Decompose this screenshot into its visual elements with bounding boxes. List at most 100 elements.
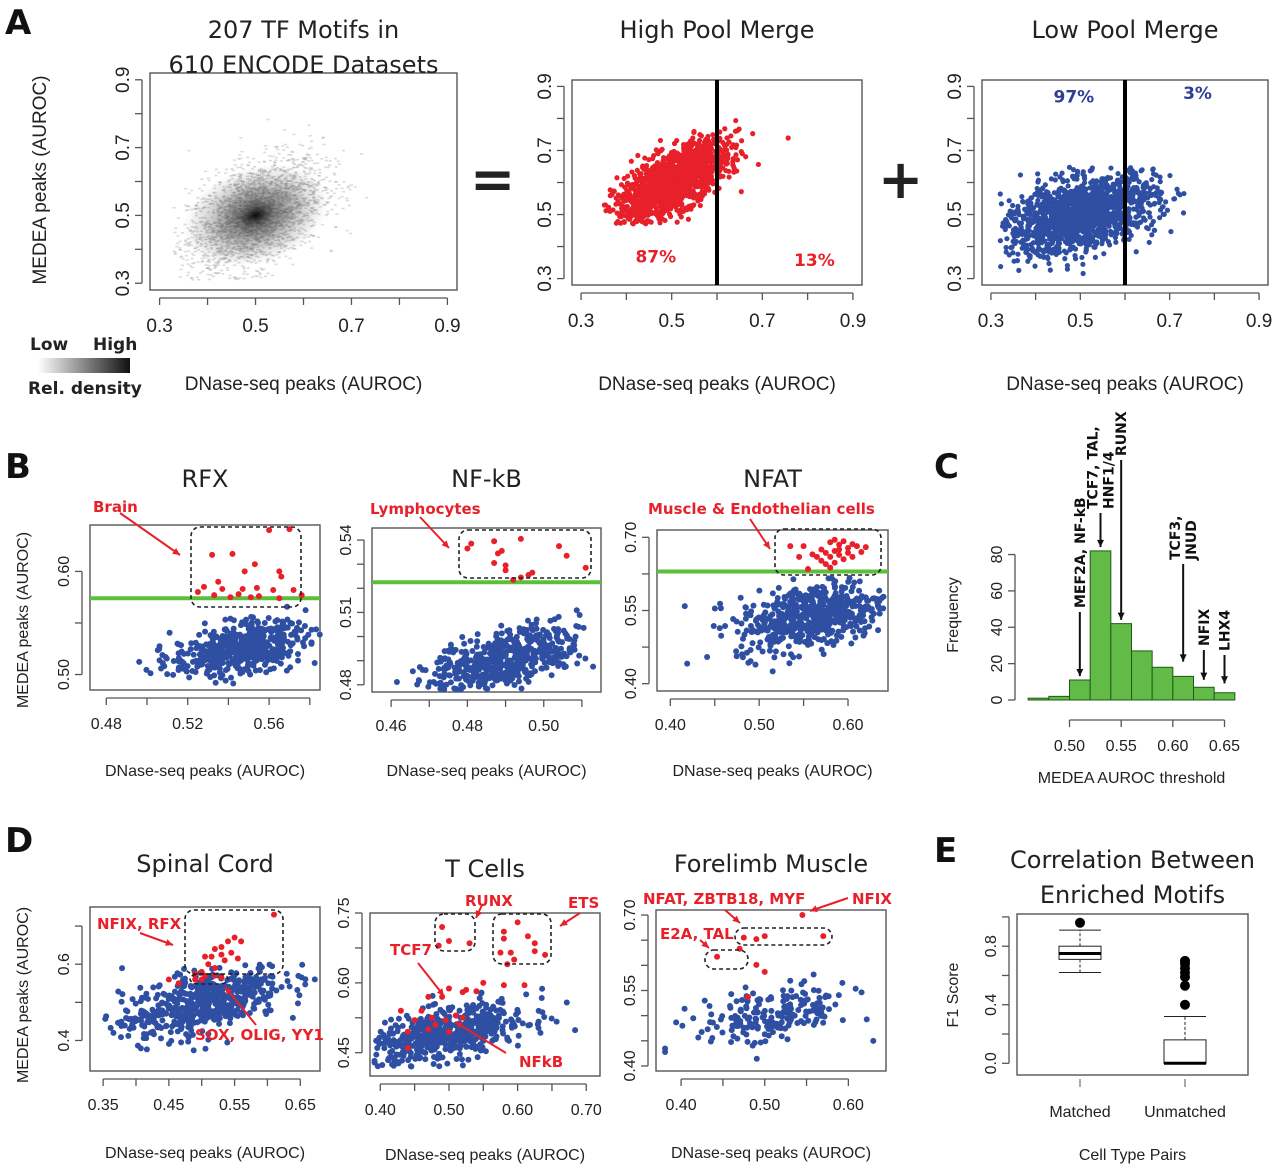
- data-point: [998, 263, 1004, 270]
- density-point: [217, 272, 221, 274]
- density-point: [185, 259, 189, 261]
- data-point: [1051, 190, 1057, 196]
- density-point: [204, 170, 208, 173]
- y-tick-label: 0.5: [945, 201, 966, 227]
- x-tick-label: 0.9: [434, 316, 460, 337]
- data-point: [685, 158, 691, 164]
- density-point: [291, 151, 295, 153]
- density-point: [290, 150, 294, 153]
- data-point: [668, 180, 674, 186]
- density-point: [328, 160, 332, 162]
- panel-letter-c: C: [934, 447, 959, 487]
- density-point: [328, 164, 332, 166]
- density-point: [329, 195, 333, 197]
- density-point: [296, 164, 300, 166]
- density-point: [186, 263, 190, 265]
- density-point: [209, 273, 213, 276]
- y-tick-label: 0.9: [535, 73, 556, 99]
- data-point: [691, 174, 697, 180]
- density-point: [317, 174, 321, 177]
- data-point: [698, 177, 705, 184]
- data-point: [634, 217, 640, 223]
- density-point: [341, 207, 345, 210]
- density-point: [232, 276, 236, 279]
- density-point: [220, 269, 224, 272]
- density-point: [242, 273, 246, 275]
- data-point: [663, 172, 669, 178]
- density-point: [342, 181, 346, 183]
- data-point: [1019, 193, 1025, 200]
- data-point: [1007, 213, 1014, 219]
- density-point: [200, 190, 204, 192]
- density-point: [324, 166, 328, 169]
- density-point: [177, 217, 181, 219]
- x-tick-label: 0.3: [978, 311, 1004, 332]
- data-point: [710, 132, 716, 138]
- data-point: [645, 212, 651, 218]
- density-point: [333, 226, 337, 228]
- density-point: [329, 250, 333, 252]
- density-point: [326, 213, 330, 215]
- panel-letter-b: B: [5, 447, 31, 487]
- density-point: [287, 153, 291, 156]
- data-point: [639, 194, 645, 200]
- density-point: [228, 274, 232, 277]
- density-point: [296, 166, 300, 169]
- density-point: [178, 249, 182, 251]
- density-point: [260, 268, 264, 271]
- data-point: [603, 208, 609, 214]
- density-point: [301, 164, 305, 167]
- chart-title: Low Pool Merge: [1031, 16, 1218, 44]
- density-point: [287, 159, 291, 161]
- density-point: [246, 273, 250, 276]
- data-point: [626, 216, 633, 222]
- density-point: [292, 159, 296, 162]
- data-point: [1047, 267, 1053, 273]
- density-point: [301, 161, 305, 163]
- density-point: [330, 190, 334, 192]
- data-point: [677, 168, 683, 174]
- y-tick-label: 0.3: [535, 265, 556, 291]
- density-point: [187, 192, 191, 195]
- data-point: [652, 163, 658, 169]
- data-point: [626, 188, 632, 194]
- density-point: [239, 157, 243, 160]
- density-point: [325, 192, 329, 194]
- data-point: [685, 216, 692, 222]
- data-point: [1088, 180, 1094, 186]
- density-point: [345, 199, 349, 202]
- data-point: [710, 154, 716, 160]
- data-point: [628, 158, 634, 164]
- data-point: [728, 133, 734, 139]
- data-point: [686, 170, 692, 176]
- data-point: [729, 144, 735, 150]
- data-point: [676, 154, 682, 160]
- density-point: [353, 186, 357, 188]
- data-point: [684, 191, 690, 197]
- density-point: [172, 207, 176, 209]
- data-point: [629, 169, 635, 175]
- density-point: [211, 275, 215, 278]
- density-point: [184, 209, 188, 212]
- density-point: [183, 244, 187, 246]
- density-point: [308, 156, 312, 159]
- data-point: [1181, 190, 1187, 197]
- data-point: [646, 157, 652, 163]
- data-point: [1020, 198, 1026, 205]
- x-tick-label: 0.9: [1246, 311, 1272, 332]
- data-point: [681, 145, 687, 151]
- legend-rel-density-label: Rel. density: [28, 379, 142, 399]
- density-point: [179, 256, 183, 258]
- data-point: [657, 212, 663, 218]
- y-tick-label: 0.5: [113, 202, 134, 228]
- density-point: [333, 173, 337, 176]
- density-point: [311, 234, 315, 237]
- density-point: [276, 148, 280, 151]
- x-axis-label: DNase-seq peaks (AUROC): [185, 374, 423, 395]
- density-point: [329, 196, 333, 198]
- density-point: [328, 180, 332, 183]
- density-point: [239, 137, 243, 139]
- density-point: [308, 171, 312, 174]
- data-point: [634, 193, 640, 199]
